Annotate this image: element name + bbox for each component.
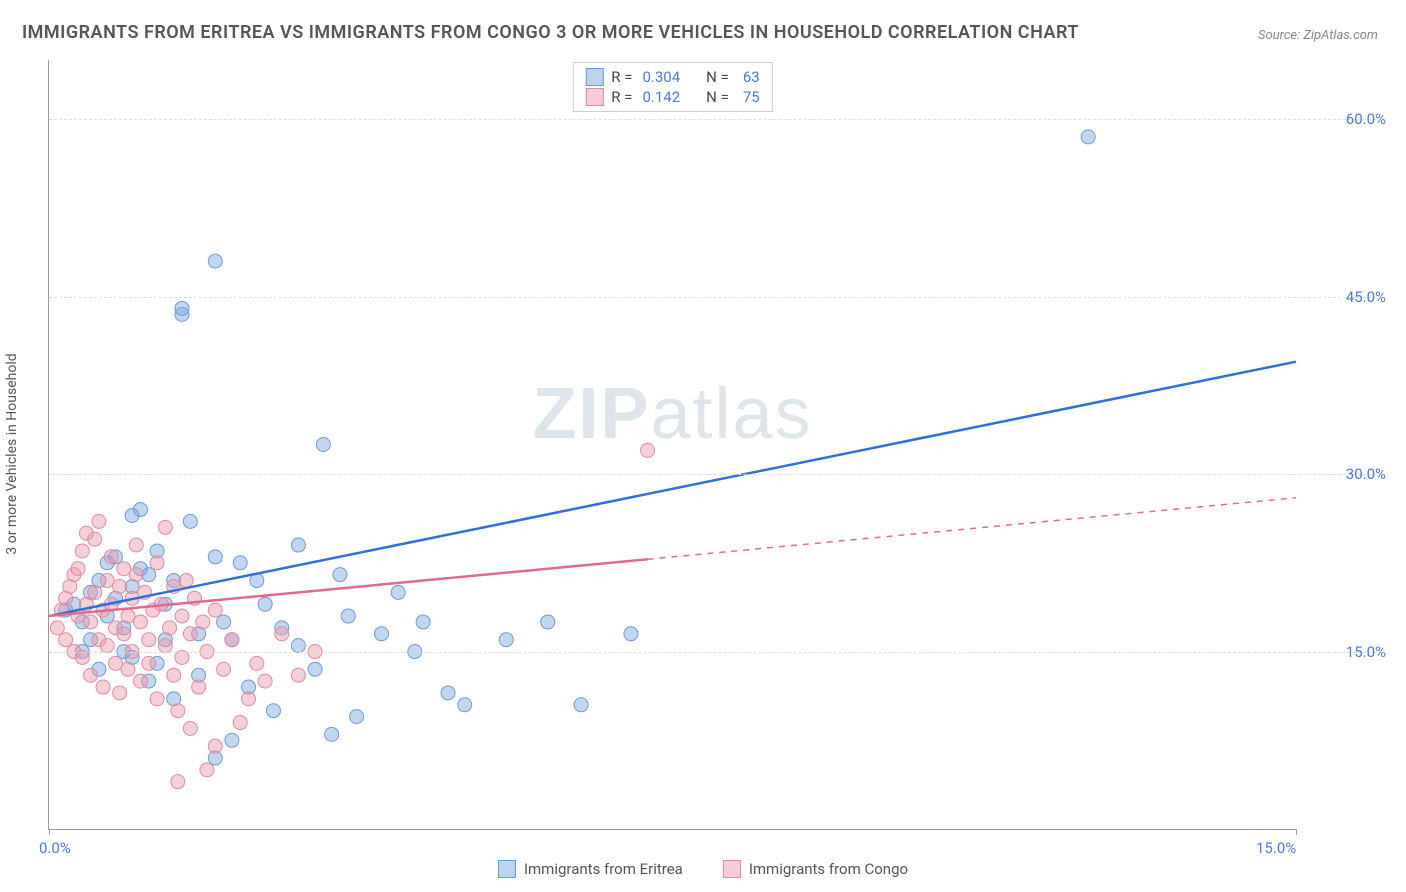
x-tick-label: 15.0% [1256,839,1296,857]
y-axis-label: 3 or more Vehicles in Household [4,353,20,554]
y-tick-label: 60.0% [1306,110,1386,128]
source-attribution: Source: ZipAtlas.com [1258,28,1378,43]
plot-area: ZIPatlas R = 0.304 N = 63 R = 0.142 N = … [48,60,1296,830]
legend-swatch-eritrea-icon [498,860,516,878]
y-tick-label: 45.0% [1306,288,1386,306]
series-legend: Immigrants from Eritrea Immigrants from … [498,860,908,878]
legend-label-eritrea: Immigrants from Eritrea [524,860,683,878]
scatter-svg [49,60,1296,829]
y-tick-label: 30.0% [1306,465,1386,483]
legend-label-congo: Immigrants from Congo [749,860,908,878]
legend-swatch-congo-icon [723,860,741,878]
chart-title: IMMIGRANTS FROM ERITREA VS IMMIGRANTS FR… [22,22,1079,43]
y-tick-label: 15.0% [1306,643,1386,661]
legend-item-eritrea: Immigrants from Eritrea [498,860,683,878]
x-tick-label: 0.0% [39,839,71,857]
legend-item-congo: Immigrants from Congo [723,860,908,878]
